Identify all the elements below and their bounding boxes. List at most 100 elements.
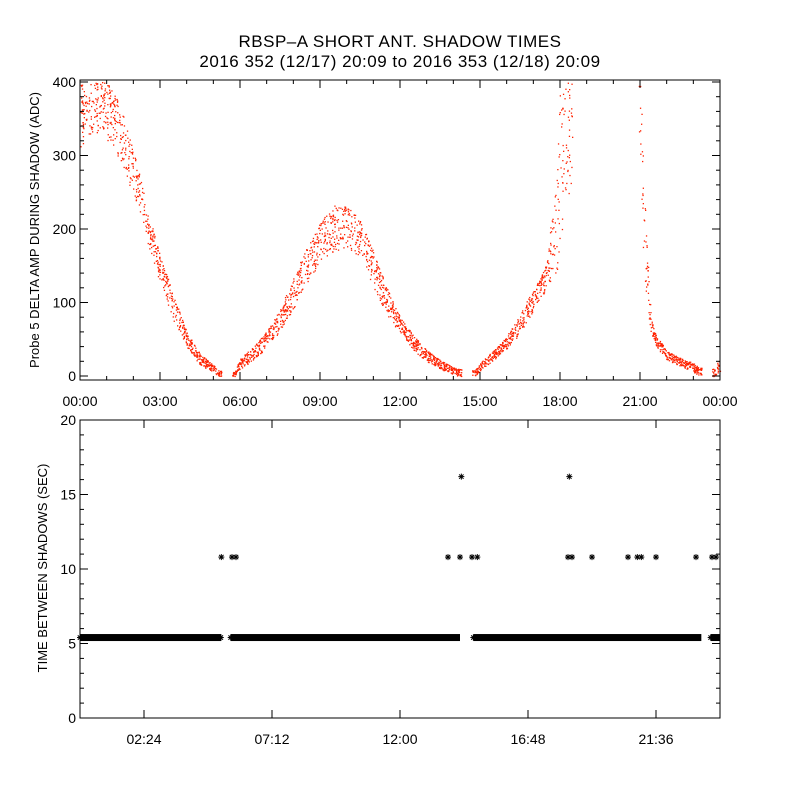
data-point (649, 303, 651, 306)
star-point (102, 634, 109, 641)
data-point (382, 292, 385, 294)
data-point (236, 366, 239, 368)
data-point (526, 308, 529, 310)
data-point (312, 264, 314, 266)
data-point (413, 345, 416, 347)
data-point (246, 358, 248, 360)
data-point (359, 221, 361, 224)
data-point (667, 359, 669, 361)
data-point (545, 267, 547, 269)
data-point (431, 363, 433, 365)
data-point (324, 221, 326, 223)
data-point (323, 218, 326, 220)
data-point (309, 273, 311, 276)
data-point (370, 271, 373, 273)
data-point (408, 336, 410, 338)
data-point (194, 350, 197, 352)
data-point (336, 219, 338, 222)
data-point (110, 104, 112, 106)
data-point (550, 267, 553, 270)
star-stroke (649, 634, 656, 641)
data-point (695, 367, 697, 369)
data-point (296, 290, 298, 293)
data-point (287, 296, 289, 298)
data-point (374, 282, 376, 284)
data-point (422, 357, 424, 359)
data-point (259, 339, 262, 341)
data-point (396, 317, 398, 320)
data-point (565, 147, 568, 149)
data-point (638, 131, 641, 133)
data-point (359, 252, 361, 254)
star-stroke (469, 554, 475, 560)
data-point (671, 353, 673, 355)
data-point (568, 135, 571, 137)
data-point (694, 371, 696, 373)
data-point (376, 261, 378, 263)
data-point (499, 350, 501, 352)
data-point (307, 270, 309, 272)
data-point (247, 363, 249, 365)
star-stroke (292, 634, 298, 641)
data-point (333, 241, 336, 243)
star-point (534, 634, 541, 641)
data-point (177, 308, 179, 310)
data-point (276, 320, 279, 323)
data-point (455, 367, 457, 370)
data-point (157, 246, 159, 249)
data-point (383, 295, 385, 297)
data-point (90, 127, 93, 129)
data-point (282, 324, 284, 326)
data-point (399, 324, 401, 326)
data-point (146, 220, 148, 222)
data-point (284, 297, 287, 299)
data-point (277, 322, 279, 324)
data-point (322, 220, 324, 222)
data-point (219, 375, 221, 377)
data-point (345, 220, 347, 222)
data-point (347, 246, 349, 248)
data-point (190, 351, 193, 353)
star-stroke (103, 634, 109, 641)
data-point (368, 241, 370, 243)
data-point (179, 311, 181, 313)
data-point (265, 332, 267, 334)
star-point (115, 634, 122, 641)
data-point (323, 247, 325, 250)
data-point (329, 242, 331, 244)
data-point (290, 293, 292, 296)
data-point (152, 240, 154, 242)
data-point (569, 89, 571, 91)
data-point (105, 112, 107, 114)
data-point (209, 362, 211, 364)
data-point (671, 361, 674, 364)
data-point (249, 358, 251, 360)
data-point (678, 362, 680, 364)
data-point (382, 278, 384, 280)
data-point (330, 215, 332, 218)
data-point (102, 101, 104, 103)
data-point (673, 359, 675, 361)
data-point (104, 97, 106, 99)
top-plot-frame (79, 79, 721, 381)
data-point (698, 372, 700, 374)
data-point (367, 253, 369, 255)
data-point (395, 313, 397, 315)
data-point (476, 372, 478, 375)
data-point (96, 115, 98, 117)
data-point (567, 156, 569, 158)
data-point (672, 360, 674, 362)
star-stroke (624, 634, 630, 641)
data-point (359, 223, 361, 225)
data-point (446, 365, 448, 367)
data-point (139, 194, 141, 196)
data-point (175, 314, 177, 317)
data-point (303, 263, 305, 265)
data-point (692, 363, 695, 366)
data-point (662, 346, 664, 348)
data-point (410, 333, 412, 335)
data-point (537, 282, 539, 285)
data-point (444, 366, 446, 368)
data-point (509, 344, 511, 346)
data-point (351, 216, 353, 218)
